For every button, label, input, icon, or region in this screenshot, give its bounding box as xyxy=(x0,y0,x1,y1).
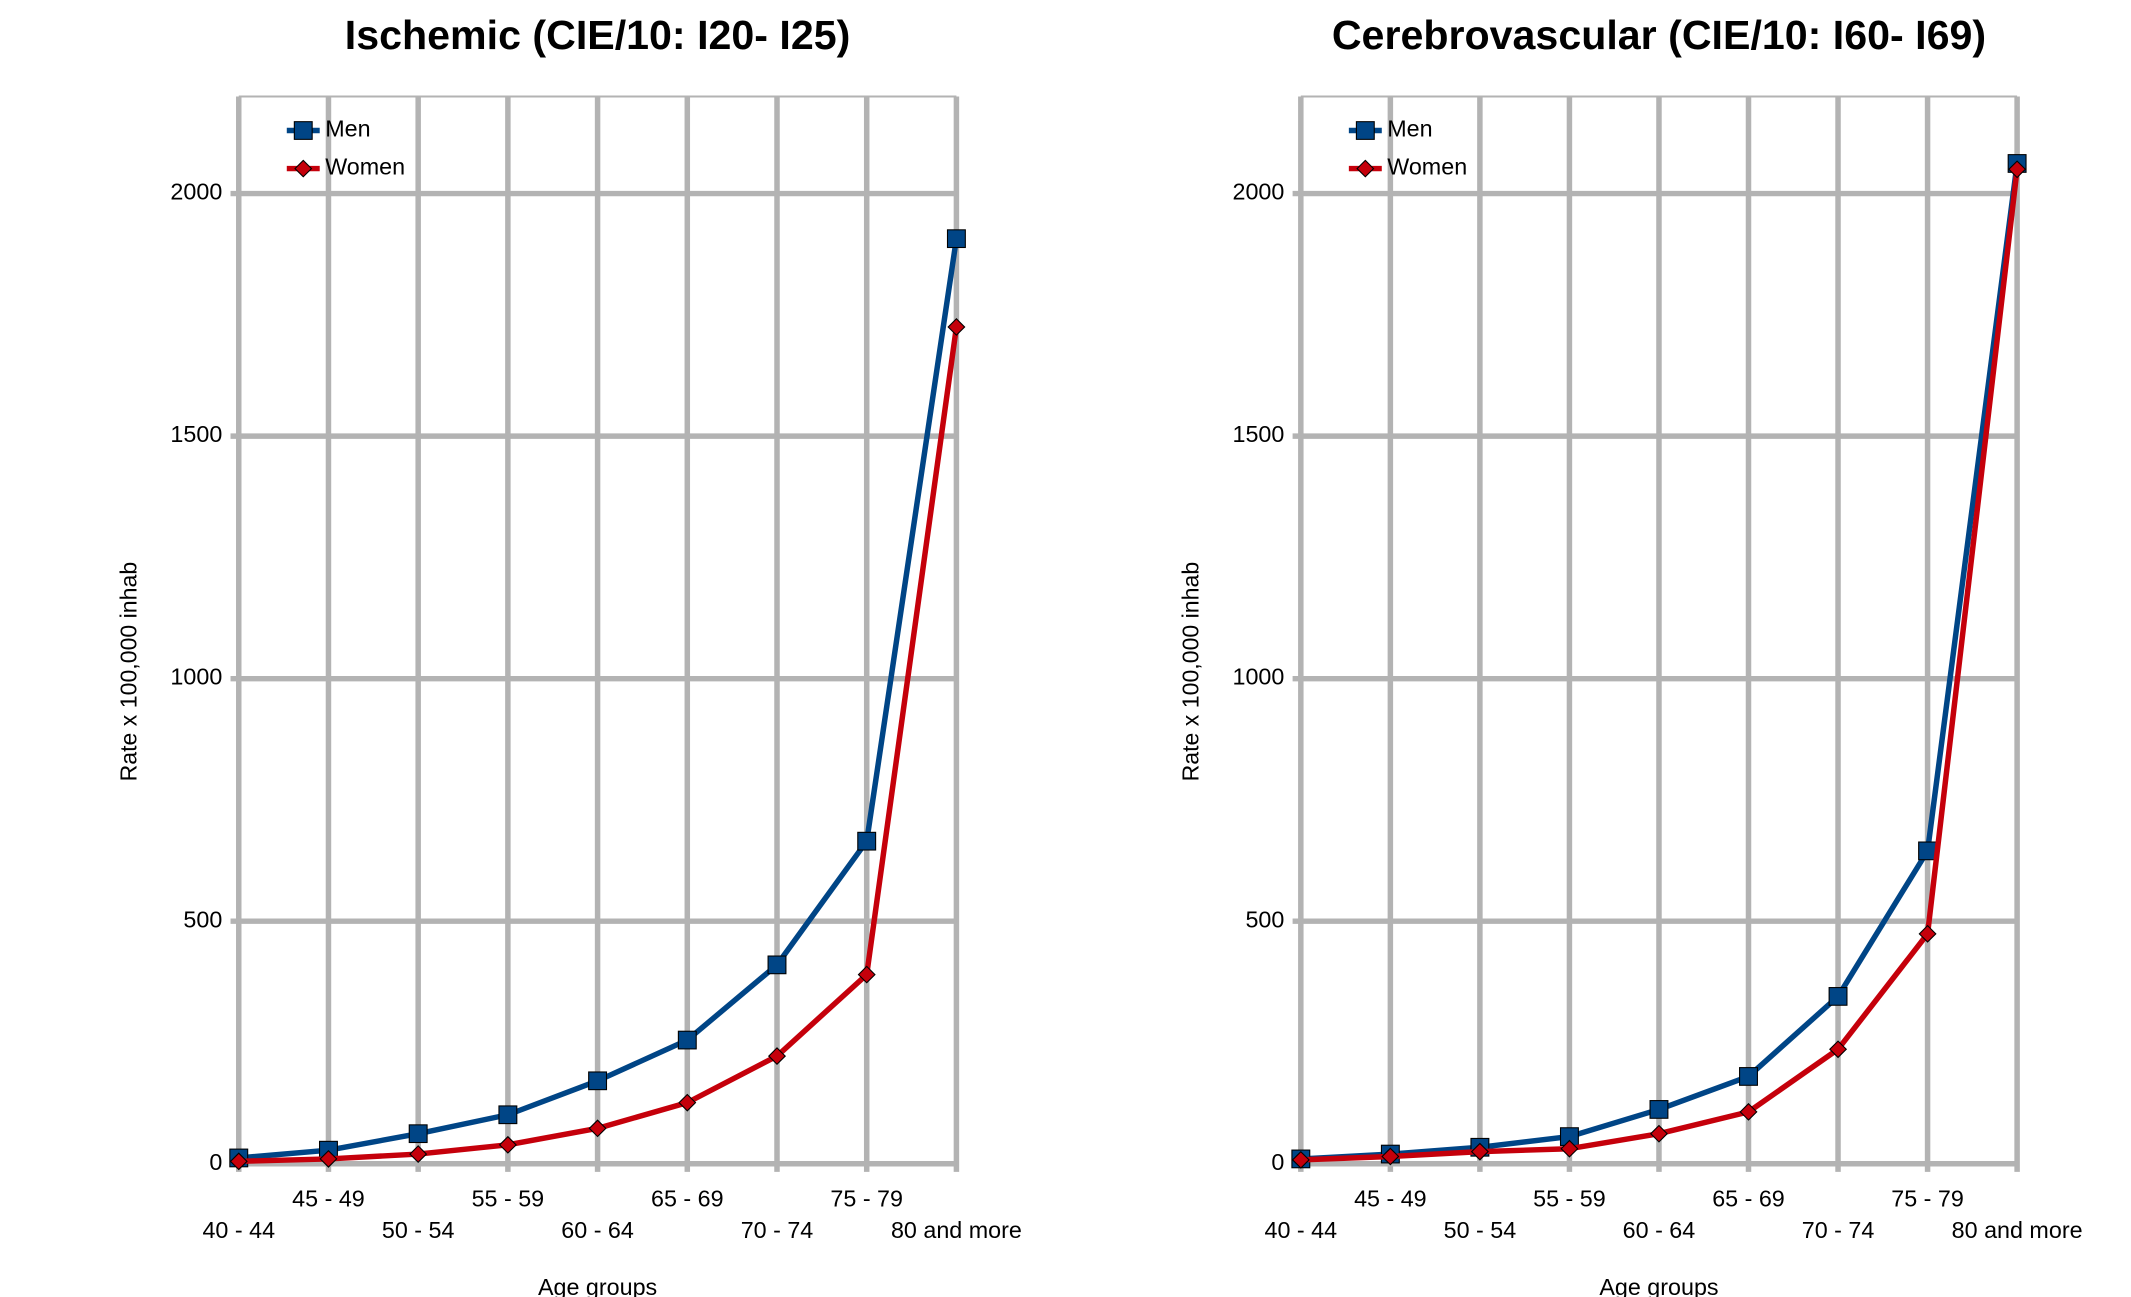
y-axis-title: Rate x 100,000 inhab xyxy=(1177,562,1203,782)
x-axis-title: Age groups xyxy=(1599,1274,1718,1297)
chart-title: Ischemic (CIE/10: I20- I25) xyxy=(345,12,851,58)
marker xyxy=(498,1105,518,1125)
y-tick-label: 0 xyxy=(1271,1149,1284,1175)
marker xyxy=(1355,121,1375,140)
marker xyxy=(1649,1124,1668,1143)
chart-title: Cerebrovascular (CIE/10: I60- I69) xyxy=(1332,12,1986,58)
x-tick-label: 45 - 49 xyxy=(1354,1186,1427,1212)
y-tick-label: 2000 xyxy=(1232,179,1284,205)
legend-label: Men xyxy=(325,116,370,142)
y-tick-label: 2000 xyxy=(170,179,222,205)
marker xyxy=(1470,1142,1489,1161)
y-tick-label: 1000 xyxy=(170,664,222,690)
x-tick-label: 45 - 49 xyxy=(292,1186,365,1212)
y-tick-label: 1500 xyxy=(1232,421,1284,447)
marker xyxy=(293,121,313,140)
marker xyxy=(294,159,313,178)
marker xyxy=(1381,1147,1400,1166)
x-tick-label: 70 - 74 xyxy=(741,1217,814,1243)
marker xyxy=(767,955,787,975)
y-tick-label: 500 xyxy=(1245,906,1284,932)
marker xyxy=(588,1119,607,1138)
x-tick-label: 70 - 74 xyxy=(1802,1217,1875,1243)
x-tick-label: 80 and more xyxy=(891,1217,1022,1243)
x-tick-label: 80 and more xyxy=(1952,1217,2083,1243)
x-tick-label: 40 - 44 xyxy=(1265,1217,1338,1243)
x-tick-label: 55 - 59 xyxy=(1533,1186,1606,1212)
x-tick-label: 65 - 69 xyxy=(1712,1186,1785,1212)
marker xyxy=(678,1093,697,1112)
marker xyxy=(1560,1139,1579,1158)
y-tick-label: 1500 xyxy=(170,421,222,447)
x-axis-title: Age groups xyxy=(538,1274,657,1297)
x-tick-label: 75 - 79 xyxy=(1891,1186,1964,1212)
x-tick-label: 50 - 54 xyxy=(382,1217,455,1243)
marker xyxy=(588,1071,608,1091)
marker xyxy=(229,1152,248,1171)
marker xyxy=(767,1047,787,1065)
marker xyxy=(409,1145,428,1163)
x-tick-label: 75 - 79 xyxy=(830,1186,903,1212)
x-tick-label: 40 - 44 xyxy=(202,1217,275,1243)
marker xyxy=(1829,1040,1848,1059)
legend-label: Women xyxy=(1387,154,1467,180)
y-axis-title: Rate x 100,000 inhab xyxy=(115,562,141,782)
legend-label: Men xyxy=(1387,116,1432,142)
marker xyxy=(1828,987,1848,1006)
y-tick-label: 1000 xyxy=(1232,664,1284,690)
marker xyxy=(1739,1102,1758,1121)
marker xyxy=(2008,160,2027,179)
marker xyxy=(1649,1100,1669,1119)
marker xyxy=(857,831,877,851)
y-tick-label: 0 xyxy=(209,1149,222,1175)
marker xyxy=(1918,924,1937,943)
marker xyxy=(1291,1150,1310,1169)
marker xyxy=(319,1149,338,1168)
legend-label: Women xyxy=(325,154,405,180)
x-tick-label: 65 - 69 xyxy=(651,1186,724,1212)
marker xyxy=(857,965,876,984)
x-tick-label: 55 - 59 xyxy=(472,1186,545,1212)
marker xyxy=(677,1030,697,1050)
marker xyxy=(946,229,966,249)
x-tick-label: 60 - 64 xyxy=(1623,1217,1696,1243)
x-tick-label: 60 - 64 xyxy=(561,1217,634,1243)
marker xyxy=(498,1135,517,1154)
marker xyxy=(1739,1067,1758,1086)
x-tick-label: 50 - 54 xyxy=(1444,1217,1517,1243)
marker xyxy=(1356,159,1375,178)
marker xyxy=(947,318,966,336)
marker xyxy=(408,1124,428,1144)
y-tick-label: 500 xyxy=(183,906,222,932)
